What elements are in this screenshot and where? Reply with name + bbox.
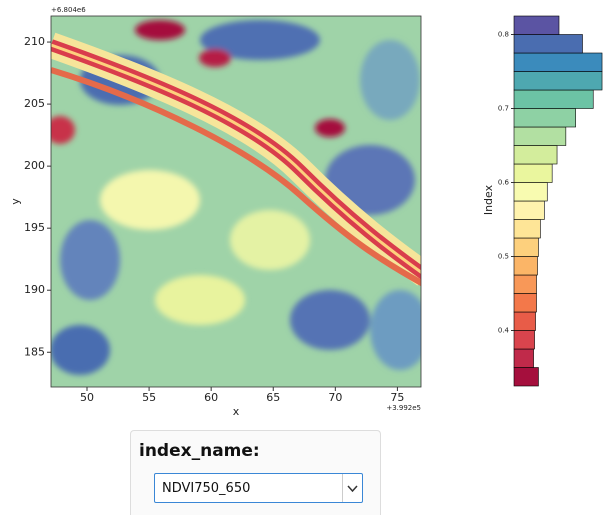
hist-bar <box>513 311 536 331</box>
hist-bar <box>513 219 541 239</box>
hist-bar <box>513 52 603 72</box>
y-tick-label: 0.6 <box>498 179 510 187</box>
hist-bar <box>513 34 583 54</box>
x-tick-label: 55 <box>142 391 156 404</box>
y-tick-label: 210 <box>24 35 45 48</box>
raster-image <box>51 16 421 387</box>
hist-bar <box>513 89 594 109</box>
x-axis-label: x <box>233 405 240 418</box>
hist-bar <box>513 163 553 183</box>
y-tick-label: 0.8 <box>498 31 509 39</box>
hist-bar <box>513 71 603 91</box>
widget: index_name: NDVI750_650 <box>130 430 381 515</box>
dropdown-arrow[interactable] <box>342 474 362 502</box>
hist-bar <box>513 348 534 368</box>
dropdown[interactable]: NDVI750_650 <box>154 473 363 503</box>
y-tick-label: 195 <box>24 221 45 234</box>
hist-bar <box>513 256 538 276</box>
y-tick-label: 200 <box>24 159 45 172</box>
x-tick-label: 50 <box>80 391 94 404</box>
y-tick-label: 190 <box>24 283 45 296</box>
hist-bar <box>513 145 558 165</box>
widget-label: index_name: <box>139 441 260 461</box>
hist-bar <box>513 182 548 202</box>
x-tick-label: 60 <box>204 391 218 404</box>
hist-bar <box>513 367 539 387</box>
hist-bar <box>513 274 537 294</box>
hist-bar <box>513 200 545 220</box>
hist-bar <box>513 330 535 350</box>
dropdown-value: NDVI750_650 <box>162 481 251 496</box>
y-tick-label: 0.4 <box>498 327 510 335</box>
y-offset-label: +6.804e6 <box>51 6 86 14</box>
plot-frame <box>50 15 422 388</box>
y-tick-label: 205 <box>24 97 45 110</box>
y-axis-label: y <box>9 198 22 205</box>
hist-bar <box>513 15 560 35</box>
hist-bar <box>513 108 576 128</box>
y-tick-label: 0.5 <box>498 253 509 261</box>
y-axis-label: Index <box>482 184 495 215</box>
x-offset-label: +3.992e5 <box>386 404 421 412</box>
x-tick-label: 65 <box>266 391 280 404</box>
x-tick-label: 70 <box>328 391 342 404</box>
hist-bar <box>513 126 567 146</box>
y-tick-label: 0.7 <box>498 105 509 113</box>
hist-bar <box>513 237 539 257</box>
chart: 50 55 60 65 70 75 185 190 195 200 205 210 x y +3.992e5… <box>9 6 603 418</box>
y-tick-label: 185 <box>24 345 45 358</box>
hist-bar <box>513 293 537 313</box>
x-tick-label: 75 <box>390 391 404 404</box>
